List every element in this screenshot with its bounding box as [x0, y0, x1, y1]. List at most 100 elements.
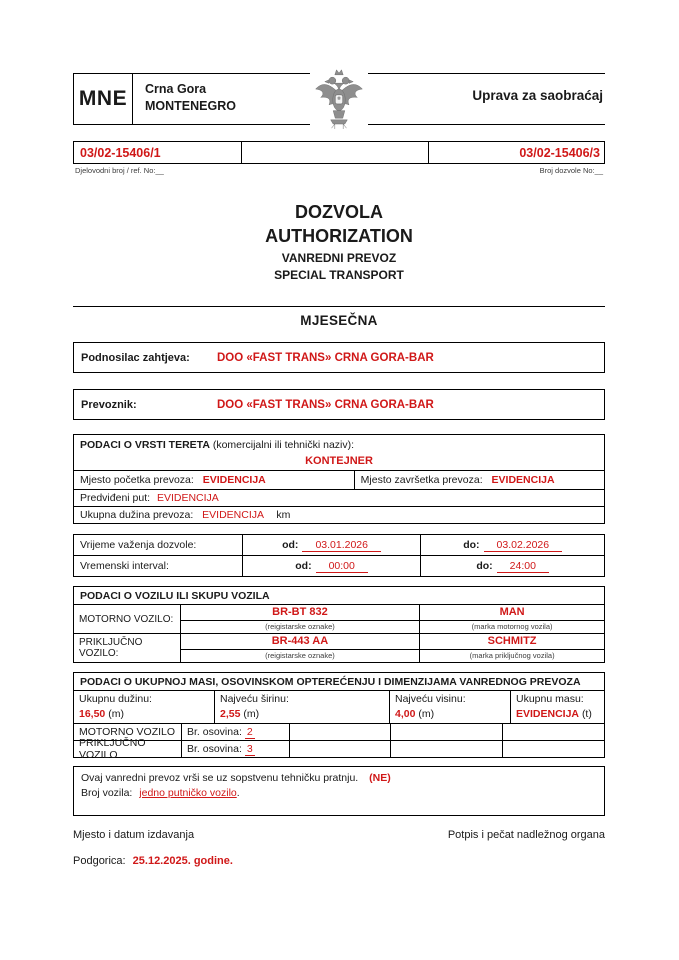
total-mass-cell: Ukupnu masu: EVIDENCIJA (t) [510, 691, 604, 723]
trailer-vehicle-row: PRIKLJUČNO VOZILO: BR-443 AA (reigistars… [74, 633, 604, 662]
trailer-plate-cell: BR-443 AA (reigistarske oznake) [179, 634, 420, 662]
carrier-label: Prevoznik: [81, 398, 137, 411]
validity-section: Vrijeme važenja dozvole: od: 03.01.2026 … [73, 534, 605, 577]
country-code-cell: MNE [73, 74, 133, 124]
issue-date-value: 25.12.2025. godine. [132, 855, 233, 867]
total-length-value: 16,50 [79, 708, 106, 720]
mass-section-title: PODACI O UKUPNOJ MASI, OSOVINSKOM OPTERE… [74, 673, 604, 691]
footer-labels: Mjesto i datum izdavanja Potpis i pečat … [73, 829, 605, 841]
motor-vehicle-row: MOTORNO VOZILO: BR-BT 832 (reigistarske … [74, 604, 604, 633]
signature-stamp-label: Potpis i pečat nadležnog organa [447, 829, 605, 841]
escort-answer: (NE) [369, 772, 391, 784]
motor-axles-vehicle-label: MOTORNO VOZILO [79, 726, 176, 738]
ref-number: 03/02-15406/1 [74, 142, 242, 163]
trailer-empty-cell-2 [390, 741, 502, 757]
time-from-cell: od: 00:00 [241, 556, 420, 576]
country-name-local: Crna Gora [145, 82, 207, 96]
time-to-value: 24:00 [496, 560, 549, 573]
mass-dimensions-section: PODACI O UKUPNOJ MASI, OSOVINSKOM OPTERE… [73, 672, 605, 761]
motor-brand-cell: MAN (marka motornog vozila) [419, 605, 604, 633]
authority-name: Uprava za saobraćaj [472, 88, 603, 103]
motor-brand-caption: (marka motornog vozila) [471, 622, 553, 631]
trailer-axles-row: PRIKLJUČNO VOZILO Br. osovina: 3 [74, 737, 604, 761]
time-interval-label: Vremenski interval: [80, 560, 169, 572]
total-mass-value: EVIDENCIJA [516, 708, 580, 720]
escort-vehicle-type: jedno putničko vozilo [139, 787, 237, 799]
carrier-value: DOO «FAST TRANS» CRNA GORA-BAR [217, 398, 434, 411]
motor-brand: MAN [420, 605, 604, 621]
carrier-box: Prevoznik: DOO «FAST TRANS» CRNA GORA-BA… [73, 389, 605, 420]
escort-vehicle-count: Broj vozila: jedno putničko vozilo. [81, 787, 240, 799]
time-to-cell: do: 24:00 [420, 556, 604, 576]
applicant-label: Podnosilac zahtjeva: [81, 351, 190, 364]
motor-axles-row: MOTORNO VOZILO Br. osovina: 2 [74, 724, 604, 740]
trailer-plate-caption: (reigistarske oznake) [265, 651, 335, 660]
valid-to-value: 03.02.2026 [483, 539, 563, 552]
max-height-value: 4,00 [395, 708, 416, 720]
time-from-value: 00:00 [315, 560, 368, 573]
planned-route: Predviđeni put: EVIDENCIJA [74, 490, 604, 507]
issue-place-date-label: Mjesto i datum izdavanja [73, 829, 195, 841]
title-local: DOZVOLA [295, 202, 383, 222]
country-name-english: MONTENEGRO [145, 99, 236, 113]
max-width-value: 2,55 [220, 708, 241, 720]
ref-empty-cell [242, 142, 430, 163]
trailer-empty-cell-3 [502, 741, 604, 757]
subtitle-local: VANREDNI PREVOZ [281, 251, 397, 265]
montenegro-coat-of-arms-icon [310, 66, 368, 132]
transport-end: Mjesto završetka prevoza: EVIDENCIJA [360, 474, 555, 486]
cargo-places-row: Mjesto početka prevoza: EVIDENCIJA Mjest… [74, 471, 604, 490]
motor-plate-cell: BR-BT 832 (reigistarske oznake) [179, 605, 420, 633]
motor-empty-cell-1 [289, 724, 390, 740]
document-title-block: DOZVOLA AUTHORIZATION VANREDNI PREVOZ SP… [73, 200, 605, 282]
cargo-section-title: PODACI O VRSTI TERETA (komercijalni ili … [80, 439, 355, 451]
transport-start: Mjesto početka prevoza: EVIDENCIJA [74, 471, 355, 489]
valid-from-cell: od: 03.01.2026 [241, 535, 420, 555]
reference-captions: Djelovodni broj / ref. No:__ Broj dozvol… [73, 166, 605, 175]
max-height-cell: Najveću visinu: 4,00 (m) [389, 691, 510, 723]
trailer-empty-cell-1 [289, 741, 390, 757]
permit-number: 03/02-15406/3 [519, 145, 600, 160]
applicant-box: Podnosilac zahtjeva: DOO «FAST TRANS» CR… [73, 342, 605, 373]
issue-place-date: Podgorica: 25.12.2025. godine. [73, 855, 233, 867]
validity-period-label: Vrijeme važenja dozvole: [80, 539, 197, 551]
motor-empty-cell-2 [390, 724, 502, 740]
permit-number-caption: Broj dozvole No:__ [539, 166, 603, 175]
permit-period: MJESEČNA [73, 306, 605, 328]
dimension-values-row: Ukupnu dužinu: 16,50 (m) Najveću širinu:… [74, 691, 604, 724]
total-length-cell: Ukupnu dužinu: 16,50 (m) [79, 693, 152, 720]
vehicle-section-title: PODACI O VOZILU ILI SKUPU VOZILA [80, 590, 270, 602]
escort-section: Ovaj vanredni prevoz vrši se uz sopstven… [73, 766, 605, 816]
trailer-brand: SCHMITZ [420, 634, 604, 650]
reference-number-table: 03/02-15406/1 03/02-15406/3 [73, 141, 605, 164]
vehicle-section: PODACI O VOZILU ILI SKUPU VOZILA MOTORNO… [73, 586, 605, 663]
motor-plate: BR-BT 832 [180, 605, 420, 621]
valid-to-cell: do: 03.02.2026 [420, 535, 604, 555]
applicant-value: DOO «FAST TRANS» CRNA GORA-BAR [217, 351, 434, 364]
valid-from-value: 03.01.2026 [302, 539, 381, 552]
trailer-brand-cell: SCHMITZ (marka priključnog vozila) [419, 634, 604, 662]
motor-plate-caption: (reigistarske oznake) [265, 622, 335, 631]
transport-distance: Ukupna dužina prevoza: EVIDENCIJA km [80, 509, 291, 521]
motor-vehicle-label: MOTORNO VOZILO: [79, 613, 174, 625]
trailer-axles-cell: Br. osovina: 3 [181, 741, 289, 757]
escort-statement: Ovaj vanredni prevoz vrši se uz sopstven… [81, 772, 391, 784]
validity-period-row: Vrijeme važenja dozvole: od: 03.01.2026 … [74, 535, 604, 555]
subtitle-english: SPECIAL TRANSPORT [274, 268, 404, 282]
cargo-name: KONTEJNER [74, 453, 604, 471]
trailer-vehicle-label: PRIKLJUČNO VOZILO: [79, 637, 143, 659]
max-width-cell: Najveću širinu: 2,55 (m) [214, 691, 389, 723]
ref-number-caption: Djelovodni broj / ref. No:__ [75, 166, 164, 175]
trailer-brand-caption: (marka priključnog vozila) [469, 651, 555, 660]
trailer-axles-value: 3 [244, 742, 255, 756]
motor-axles-cell: Br. osovina: 2 [181, 724, 289, 740]
country-name: Crna Gora MONTENEGRO [145, 81, 236, 115]
cargo-section: PODACI O VRSTI TERETA (komercijalni ili … [73, 434, 605, 524]
title-english: AUTHORIZATION [265, 226, 413, 246]
trailer-plate: BR-443 AA [180, 634, 420, 650]
time-interval-row: Vremenski interval: od: 00:00 do: 24:00 [74, 555, 604, 576]
motor-empty-cell-3 [502, 724, 604, 740]
document-header: MNE Crna Gora MONTENEGRO [73, 66, 605, 132]
motor-axles-value: 2 [244, 725, 255, 739]
